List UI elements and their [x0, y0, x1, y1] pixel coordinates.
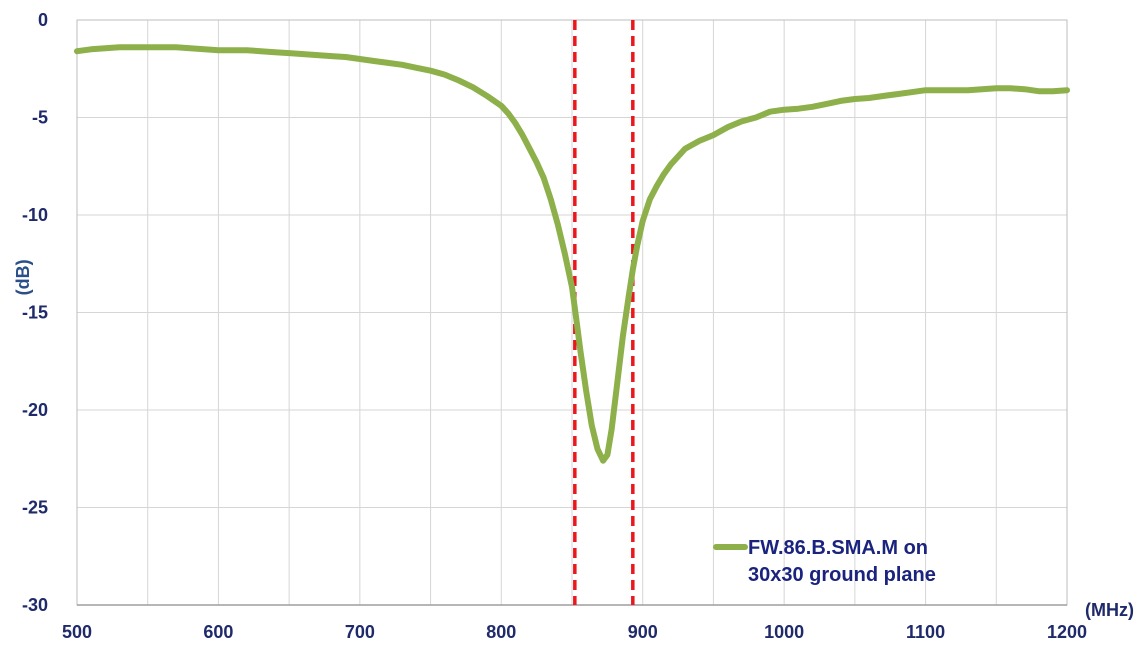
grid — [77, 20, 1067, 605]
plot-frame — [76, 19, 1068, 606]
y-tick-label: -20 — [22, 400, 48, 420]
x-tick-label: 600 — [203, 622, 233, 642]
x-tick-label: 1100 — [906, 622, 945, 642]
y-tick-label: -5 — [32, 108, 48, 128]
x-tick-labels: 500 600 700 800 900 1000 1100 1200 — [62, 622, 1087, 642]
legend-label: FW.86.B.SMA.M on — [748, 537, 928, 559]
x-tick-label: 700 — [345, 622, 375, 642]
y-tick-label: -10 — [22, 205, 48, 225]
x-tick-label: 1200 — [1047, 622, 1087, 642]
x-tick-label: 800 — [486, 622, 516, 642]
legend: FW.86.B.SMA.M on 30x30 ground plane — [713, 537, 936, 586]
x-axis-label: (MHz) — [1085, 600, 1134, 620]
y-tick-label: 0 — [38, 10, 48, 30]
series-line — [74, 44, 1070, 464]
y-tick-label: -25 — [22, 498, 48, 518]
y-tick-label: -15 — [22, 303, 48, 323]
y-axis-label: (dB) — [13, 259, 33, 295]
y-tick-label: -30 — [22, 595, 48, 615]
x-tick-label: 500 — [62, 622, 92, 642]
legend-label: 30x30 ground plane — [748, 564, 936, 586]
x-tick-label: 1000 — [764, 622, 804, 642]
x-tick-label: 900 — [628, 622, 658, 642]
y-tick-labels: 0 -5 -10 -15 -20 -25 -30 — [22, 10, 48, 615]
series — [74, 44, 1070, 464]
